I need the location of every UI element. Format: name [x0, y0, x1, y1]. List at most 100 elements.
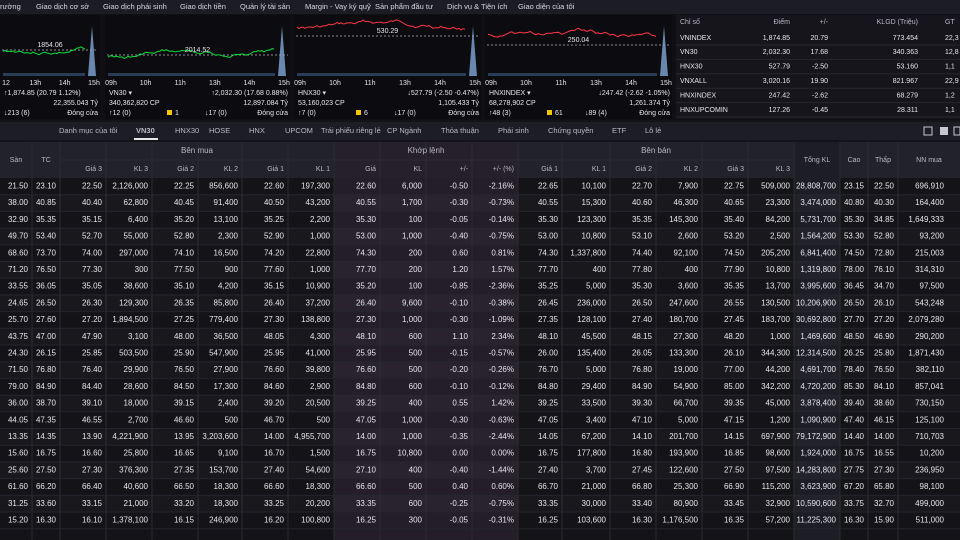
board-cell[interactable]: 49.70 [8, 232, 29, 241]
board-cell[interactable]: 33.75 [844, 499, 865, 508]
nav-item[interactable]: Giao dịch cơ sở [36, 2, 89, 11]
board-cell[interactable]: 66.60 [356, 482, 377, 491]
board-cell[interactable]: -2.36% [489, 282, 514, 291]
board-cell[interactable]: 4,691,700 [800, 365, 836, 374]
board-cell[interactable]: 900 [225, 265, 239, 274]
board-cell[interactable]: 100 [409, 215, 423, 224]
board-cell[interactable]: 25.80 [874, 348, 895, 357]
board-cell[interactable]: -0.30 [450, 198, 469, 207]
board-cell[interactable]: 16.25 [538, 515, 559, 524]
board-cell[interactable]: 22.50 [82, 181, 103, 190]
board-cell[interactable]: 12,314,500 [796, 348, 837, 357]
board-cell[interactable]: -0.57% [489, 348, 514, 357]
board-cell[interactable]: 44,200 [766, 365, 791, 374]
board-cell[interactable]: 52.80 [874, 232, 895, 241]
board-cell[interactable]: 33.45 [724, 499, 745, 508]
board-cell[interactable]: 300 [409, 515, 423, 524]
board-cell[interactable]: 10,100 [582, 181, 607, 190]
board-cell[interactable]: 499,000 [915, 499, 944, 508]
board-cell[interactable]: 28,808,700 [796, 181, 837, 190]
board-cell[interactable]: 48.00 [174, 332, 195, 341]
board-cell[interactable]: 77.90 [724, 265, 745, 274]
board-cell[interactable]: -0.14% [489, 215, 514, 224]
board-cell[interactable]: -0.15 [450, 348, 469, 357]
board-cell[interactable]: 3,700 [586, 465, 607, 474]
board-cell[interactable]: 77.60 [264, 265, 285, 274]
board-cell[interactable]: 27,300 [674, 332, 699, 341]
board-cell[interactable]: 84.50 [174, 382, 195, 391]
board-cell[interactable]: 35.35 [632, 215, 653, 224]
board-cell[interactable]: 84,200 [766, 215, 791, 224]
board-cell[interactable]: 2,500 [770, 232, 791, 241]
board-cell[interactable]: 177,800 [577, 449, 606, 458]
tab[interactable]: Chứng quyền [548, 126, 593, 135]
board-cell[interactable]: -0.05 [450, 215, 469, 224]
nav-item[interactable]: Margin - Vay ký quỹ [305, 2, 371, 11]
board-cell[interactable]: 27.40 [264, 465, 285, 474]
board-cell[interactable]: 16.75 [356, 449, 377, 458]
board-cell[interactable]: 0.00% [491, 449, 514, 458]
board-cell[interactable]: -0.85 [450, 282, 469, 291]
board-cell[interactable]: 0.60 [452, 248, 468, 257]
board-cell[interactable]: 19,000 [674, 365, 699, 374]
board-cell[interactable]: 10,900 [306, 282, 331, 291]
board-cell[interactable]: 1,700 [402, 198, 423, 207]
board-cell[interactable]: 36.00 [8, 399, 29, 408]
board-cell[interactable]: -0.05 [450, 515, 469, 524]
tab[interactable]: VN30 [136, 126, 155, 135]
board-cell[interactable]: 1,000 [310, 232, 331, 241]
board-cell[interactable]: 16.20 [264, 515, 285, 524]
board-cell[interactable]: 246,900 [209, 515, 238, 524]
board-cell[interactable]: 4,720,200 [800, 382, 836, 391]
board-cell[interactable]: 2,300 [218, 232, 239, 241]
tab[interactable]: Lô lẻ [645, 126, 661, 135]
board-cell[interactable]: 26.05 [632, 348, 653, 357]
board-cell[interactable]: 153,700 [209, 465, 238, 474]
board-cell[interactable]: 33.15 [82, 499, 103, 508]
board-cell[interactable]: 16.80 [632, 449, 653, 458]
board-cell[interactable]: 66.70 [538, 482, 559, 491]
board-cell[interactable]: 16.60 [82, 449, 103, 458]
board-cell[interactable]: 200 [409, 265, 423, 274]
board-cell[interactable]: 74.30 [356, 248, 377, 257]
board-cell[interactable]: 27.20 [874, 315, 895, 324]
board-cell[interactable]: 27.35 [538, 315, 559, 324]
board-cell[interactable]: 47.40 [844, 415, 865, 424]
board-cell[interactable]: 77.80 [632, 265, 653, 274]
board-cell[interactable]: 27.50 [36, 465, 57, 474]
board-cell[interactable]: 22.70 [632, 181, 653, 190]
board-cell[interactable]: -2.44% [489, 432, 514, 441]
board-cell[interactable]: 45,500 [582, 332, 607, 341]
board-cell[interactable]: 98,100 [920, 482, 945, 491]
board-cell[interactable]: 16,500 [214, 248, 239, 257]
board-cell[interactable]: 35.20 [356, 282, 377, 291]
board-cell[interactable]: 27.25 [174, 315, 195, 324]
board-cell[interactable]: 80,900 [674, 499, 699, 508]
board-cell[interactable]: 34.85 [874, 215, 895, 224]
board-cell[interactable]: 16.30 [632, 515, 653, 524]
board-cell[interactable]: 85.00 [724, 382, 745, 391]
board-cell[interactable]: 47.05 [356, 415, 377, 424]
icon-button[interactable] [953, 126, 960, 136]
board-cell[interactable]: 91,400 [214, 198, 239, 207]
board-cell[interactable]: 1,924,000 [800, 449, 836, 458]
board-cell[interactable]: 13.35 [8, 432, 29, 441]
nav-item[interactable]: Dịch vụ & Tiện ích [447, 2, 507, 11]
board-cell[interactable]: 76.70 [538, 365, 559, 374]
board-cell[interactable]: 43,200 [306, 198, 331, 207]
board-cell[interactable]: 52.70 [82, 232, 103, 241]
board-cell[interactable]: 376,300 [119, 465, 148, 474]
board-cell[interactable]: 77.70 [538, 265, 559, 274]
board-cell[interactable]: 10,200 [920, 449, 945, 458]
board-cell[interactable]: -0.75% [489, 232, 514, 241]
board-cell[interactable]: 74.00 [82, 248, 103, 257]
board-cell[interactable]: 97,500 [920, 282, 945, 291]
board-cell[interactable]: 193,900 [669, 449, 698, 458]
tab[interactable]: CP Ngành [387, 126, 421, 135]
board-cell[interactable]: 23.10 [36, 181, 57, 190]
board-cell[interactable]: 39.15 [174, 399, 195, 408]
board-cell[interactable]: 26.15 [36, 348, 57, 357]
board-cell[interactable]: -0.12% [489, 382, 514, 391]
board-cell[interactable]: 13.95 [174, 432, 195, 441]
board-cell[interactable]: 65.80 [874, 482, 895, 491]
